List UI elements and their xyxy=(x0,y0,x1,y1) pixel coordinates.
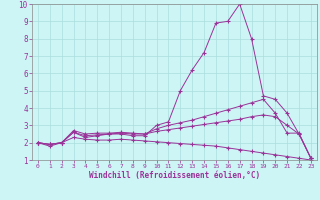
X-axis label: Windchill (Refroidissement éolien,°C): Windchill (Refroidissement éolien,°C) xyxy=(89,171,260,180)
